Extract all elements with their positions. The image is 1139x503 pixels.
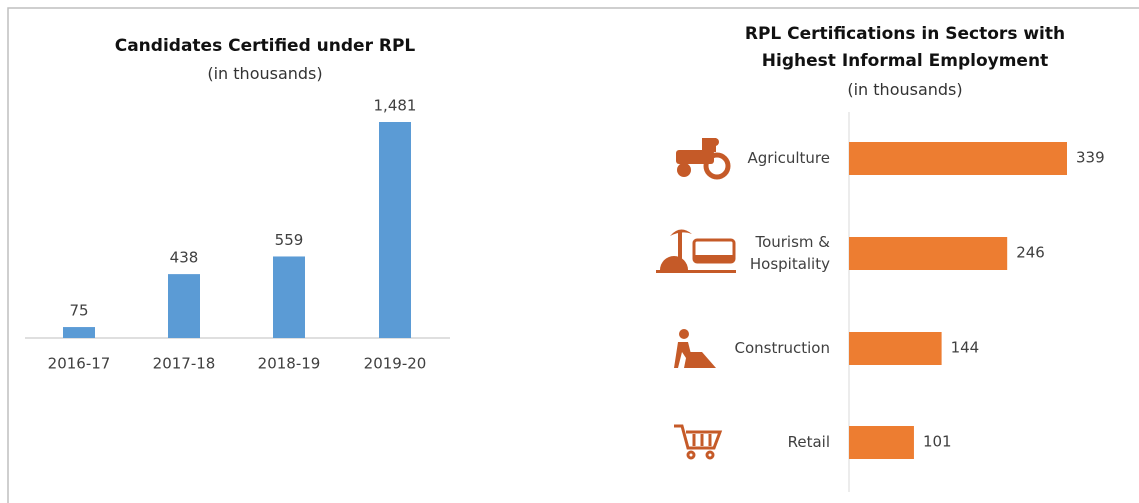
bar xyxy=(849,426,914,459)
bar xyxy=(63,327,95,338)
data-label: 1,481 xyxy=(374,97,417,115)
data-label: 144 xyxy=(951,339,980,357)
bar xyxy=(379,122,411,338)
category-box: Construction xyxy=(720,318,830,378)
x-tick-label: 2019-20 xyxy=(364,355,427,373)
chart-subtitle: (in thousands) xyxy=(847,80,963,99)
y-tick-label: Construction xyxy=(734,339,830,357)
x-tick-label: 2017-18 xyxy=(153,355,216,373)
icon-cart xyxy=(674,424,723,460)
frame xyxy=(7,7,1139,503)
data-label: 438 xyxy=(170,249,199,267)
x-tick-label: 2016-17 xyxy=(48,355,111,373)
icon-tourism xyxy=(656,229,736,273)
data-label: 559 xyxy=(275,231,304,249)
bar xyxy=(849,237,1008,270)
chart-title: Candidates Certified under RPL xyxy=(114,36,416,56)
chart-subtitle: (in thousands) xyxy=(207,64,323,83)
y-tick-label: Tourism & Hospitality xyxy=(749,233,830,273)
category-box: Retail xyxy=(720,412,830,472)
bar xyxy=(168,274,200,338)
chart-title: RPL Certifications in Sectors with Highe… xyxy=(744,24,1066,71)
bar xyxy=(849,332,942,365)
x-tick-label: 2018-19 xyxy=(258,355,321,373)
icon-tractor xyxy=(676,138,731,180)
data-label: 75 xyxy=(69,302,88,320)
icon-construction xyxy=(674,329,716,368)
category-box: Tourism & Hospitality xyxy=(720,223,830,283)
data-label: 246 xyxy=(1016,244,1045,262)
y-tick-label: Agriculture xyxy=(747,149,831,167)
category-box: Agriculture xyxy=(720,128,831,188)
data-label: 101 xyxy=(923,433,952,451)
data-label: 339 xyxy=(1076,149,1105,167)
y-tick-label: Retail xyxy=(787,433,830,451)
bar xyxy=(849,142,1067,175)
bar xyxy=(273,256,305,338)
